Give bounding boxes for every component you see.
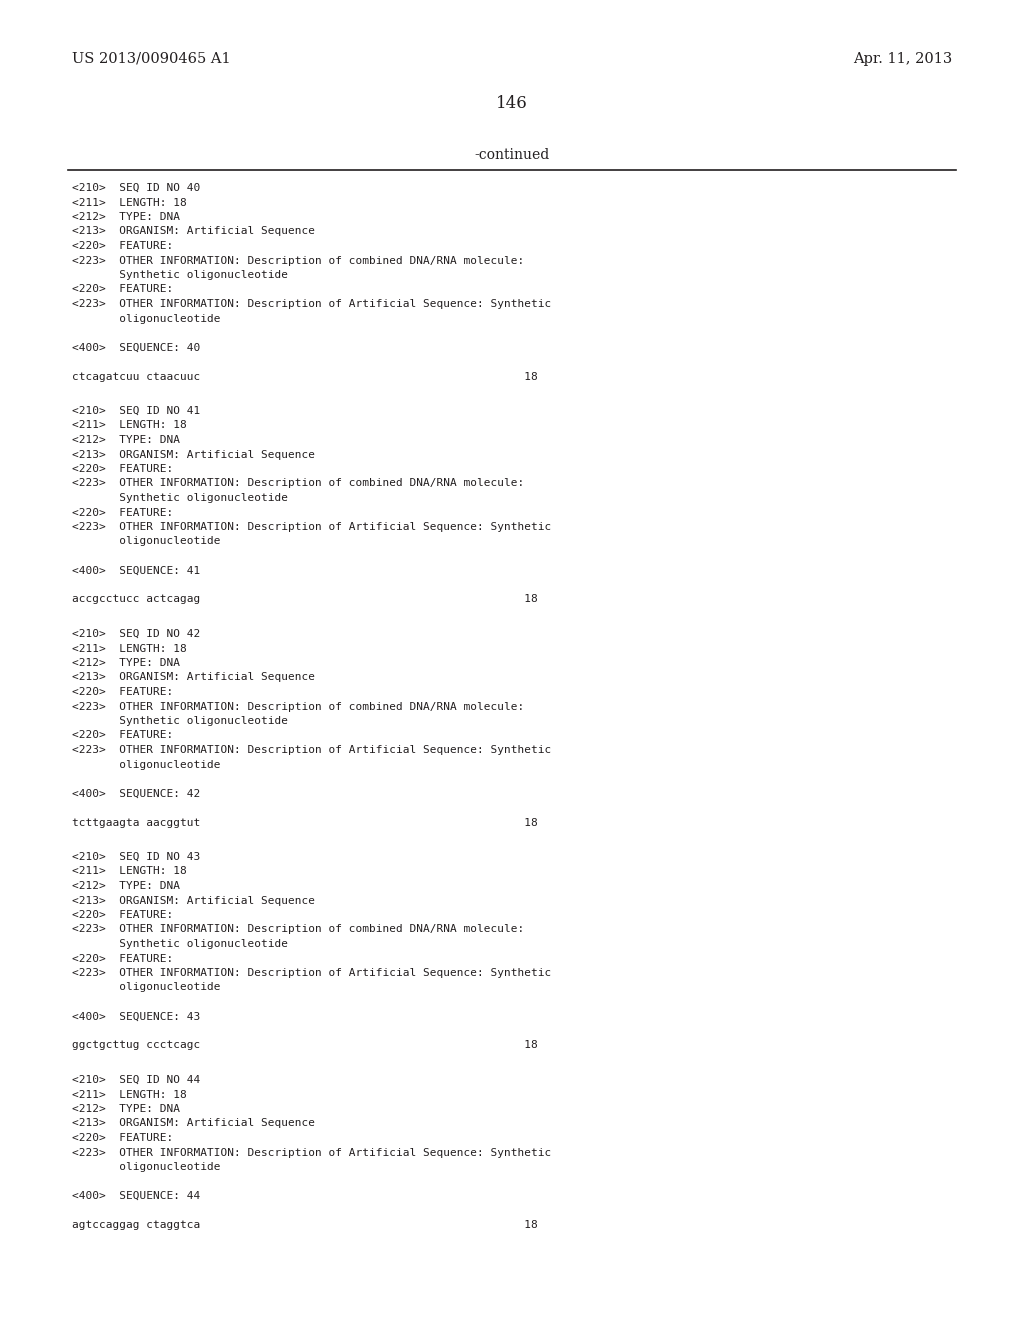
Text: <220>  FEATURE:: <220> FEATURE: xyxy=(72,686,173,697)
Text: <210>  SEQ ID NO 41: <210> SEQ ID NO 41 xyxy=(72,407,201,416)
Text: <220>  FEATURE:: <220> FEATURE: xyxy=(72,285,173,294)
Text: <223>  OTHER INFORMATION: Description of combined DNA/RNA molecule:: <223> OTHER INFORMATION: Description of … xyxy=(72,256,524,265)
Text: <220>  FEATURE:: <220> FEATURE: xyxy=(72,465,173,474)
Text: US 2013/0090465 A1: US 2013/0090465 A1 xyxy=(72,51,230,66)
Text: <212>  TYPE: DNA: <212> TYPE: DNA xyxy=(72,213,180,222)
Text: <223>  OTHER INFORMATION: Description of Artificial Sequence: Synthetic: <223> OTHER INFORMATION: Description of … xyxy=(72,300,551,309)
Text: <220>  FEATURE:: <220> FEATURE: xyxy=(72,1133,173,1143)
Text: ggctgcttug ccctcagc                                                18: ggctgcttug ccctcagc 18 xyxy=(72,1040,538,1051)
Text: <223>  OTHER INFORMATION: Description of combined DNA/RNA molecule:: <223> OTHER INFORMATION: Description of … xyxy=(72,924,524,935)
Text: <210>  SEQ ID NO 44: <210> SEQ ID NO 44 xyxy=(72,1074,201,1085)
Text: oligonucleotide: oligonucleotide xyxy=(72,982,220,993)
Text: <210>  SEQ ID NO 43: <210> SEQ ID NO 43 xyxy=(72,851,201,862)
Text: <223>  OTHER INFORMATION: Description of Artificial Sequence: Synthetic: <223> OTHER INFORMATION: Description of … xyxy=(72,521,551,532)
Text: <220>  FEATURE:: <220> FEATURE: xyxy=(72,507,173,517)
Text: 146: 146 xyxy=(496,95,528,112)
Text: <400>  SEQUENCE: 43: <400> SEQUENCE: 43 xyxy=(72,1011,201,1022)
Text: <210>  SEQ ID NO 40: <210> SEQ ID NO 40 xyxy=(72,183,201,193)
Text: -continued: -continued xyxy=(474,148,550,162)
Text: <211>  LENGTH: 18: <211> LENGTH: 18 xyxy=(72,866,186,876)
Text: <223>  OTHER INFORMATION: Description of Artificial Sequence: Synthetic: <223> OTHER INFORMATION: Description of … xyxy=(72,968,551,978)
Text: <211>  LENGTH: 18: <211> LENGTH: 18 xyxy=(72,1089,186,1100)
Text: Synthetic oligonucleotide: Synthetic oligonucleotide xyxy=(72,492,288,503)
Text: <220>  FEATURE:: <220> FEATURE: xyxy=(72,909,173,920)
Text: <213>  ORGANISM: Artificial Sequence: <213> ORGANISM: Artificial Sequence xyxy=(72,450,315,459)
Text: <211>  LENGTH: 18: <211> LENGTH: 18 xyxy=(72,644,186,653)
Text: <223>  OTHER INFORMATION: Description of combined DNA/RNA molecule:: <223> OTHER INFORMATION: Description of … xyxy=(72,701,524,711)
Text: <400>  SEQUENCE: 41: <400> SEQUENCE: 41 xyxy=(72,565,201,576)
Text: <213>  ORGANISM: Artificial Sequence: <213> ORGANISM: Artificial Sequence xyxy=(72,672,315,682)
Text: <400>  SEQUENCE: 44: <400> SEQUENCE: 44 xyxy=(72,1191,201,1201)
Text: Synthetic oligonucleotide: Synthetic oligonucleotide xyxy=(72,715,288,726)
Text: accgcctucc actcagag                                                18: accgcctucc actcagag 18 xyxy=(72,594,538,605)
Text: <212>  TYPE: DNA: <212> TYPE: DNA xyxy=(72,880,180,891)
Text: <212>  TYPE: DNA: <212> TYPE: DNA xyxy=(72,1104,180,1114)
Text: oligonucleotide: oligonucleotide xyxy=(72,759,220,770)
Text: ctcagatcuu ctaacuuc                                                18: ctcagatcuu ctaacuuc 18 xyxy=(72,371,538,381)
Text: <223>  OTHER INFORMATION: Description of Artificial Sequence: Synthetic: <223> OTHER INFORMATION: Description of … xyxy=(72,1147,551,1158)
Text: <223>  OTHER INFORMATION: Description of combined DNA/RNA molecule:: <223> OTHER INFORMATION: Description of … xyxy=(72,479,524,488)
Text: <211>  LENGTH: 18: <211> LENGTH: 18 xyxy=(72,421,186,430)
Text: <220>  FEATURE:: <220> FEATURE: xyxy=(72,730,173,741)
Text: <212>  TYPE: DNA: <212> TYPE: DNA xyxy=(72,436,180,445)
Text: <213>  ORGANISM: Artificial Sequence: <213> ORGANISM: Artificial Sequence xyxy=(72,895,315,906)
Text: Synthetic oligonucleotide: Synthetic oligonucleotide xyxy=(72,939,288,949)
Text: Apr. 11, 2013: Apr. 11, 2013 xyxy=(853,51,952,66)
Text: <400>  SEQUENCE: 40: <400> SEQUENCE: 40 xyxy=(72,342,201,352)
Text: <210>  SEQ ID NO 42: <210> SEQ ID NO 42 xyxy=(72,630,201,639)
Text: <223>  OTHER INFORMATION: Description of Artificial Sequence: Synthetic: <223> OTHER INFORMATION: Description of … xyxy=(72,744,551,755)
Text: <212>  TYPE: DNA: <212> TYPE: DNA xyxy=(72,657,180,668)
Text: Synthetic oligonucleotide: Synthetic oligonucleotide xyxy=(72,271,288,280)
Text: tcttgaagta aacggtut                                                18: tcttgaagta aacggtut 18 xyxy=(72,817,538,828)
Text: <213>  ORGANISM: Artificial Sequence: <213> ORGANISM: Artificial Sequence xyxy=(72,227,315,236)
Text: <213>  ORGANISM: Artificial Sequence: <213> ORGANISM: Artificial Sequence xyxy=(72,1118,315,1129)
Text: oligonucleotide: oligonucleotide xyxy=(72,536,220,546)
Text: <220>  FEATURE:: <220> FEATURE: xyxy=(72,953,173,964)
Text: agtccaggag ctaggtca                                                18: agtccaggag ctaggtca 18 xyxy=(72,1220,538,1230)
Text: <211>  LENGTH: 18: <211> LENGTH: 18 xyxy=(72,198,186,207)
Text: oligonucleotide: oligonucleotide xyxy=(72,1162,220,1172)
Text: <220>  FEATURE:: <220> FEATURE: xyxy=(72,242,173,251)
Text: oligonucleotide: oligonucleotide xyxy=(72,314,220,323)
Text: <400>  SEQUENCE: 42: <400> SEQUENCE: 42 xyxy=(72,788,201,799)
